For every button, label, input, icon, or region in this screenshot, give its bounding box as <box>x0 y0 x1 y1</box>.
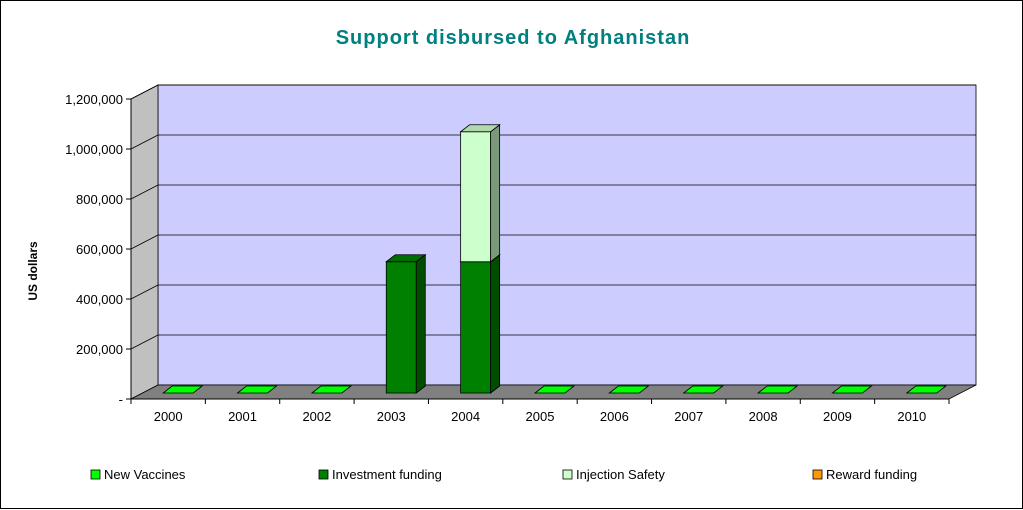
x-tick-label: 2004 <box>451 409 480 424</box>
x-tick-label: 2001 <box>228 409 257 424</box>
x-tick-label: 2010 <box>897 409 926 424</box>
bar <box>236 385 278 394</box>
legend-item: Reward funding <box>812 467 917 482</box>
y-tick-label: 1,200,000 <box>65 92 123 107</box>
legend-label: Reward funding <box>826 467 917 482</box>
bar <box>756 385 799 394</box>
bar-side <box>490 123 501 263</box>
bar-top <box>459 124 501 133</box>
chart-title: Support disbursed to Afghanistan <box>336 27 691 49</box>
legend-swatch <box>318 469 329 480</box>
x-tick-label: 2009 <box>823 409 852 424</box>
x-tick-label: 2005 <box>526 409 555 424</box>
bar-top <box>162 385 204 394</box>
legend-item: New Vaccines <box>90 467 186 482</box>
bar <box>533 385 576 394</box>
legend-label: New Vaccines <box>104 467 186 482</box>
y-axis-label: US dollars <box>26 241 40 301</box>
bar-top <box>310 385 353 394</box>
x-tick-label: 2008 <box>749 409 778 424</box>
bar <box>310 385 353 394</box>
bar <box>162 385 204 394</box>
bar <box>831 385 873 394</box>
bar-top <box>831 385 873 394</box>
y-tick-label: 1,000,000 <box>65 142 123 157</box>
x-tick-label: 2006 <box>600 409 629 424</box>
bar-front <box>460 261 492 394</box>
gridline-side <box>130 284 159 300</box>
bar-top <box>905 385 947 394</box>
plot-area: - 200,000 400,000 600,000 800,000 1,000,000 1,… <box>65 84 977 424</box>
gridline-side <box>130 134 159 150</box>
bar <box>459 253 501 394</box>
y-tick-label: - <box>119 392 123 407</box>
y-tick-label: 600,000 <box>76 242 123 257</box>
legend: New Vaccines Investment funding Injection … <box>90 467 917 482</box>
legend-label: Injection Safety <box>576 467 665 482</box>
bar-top <box>756 385 799 394</box>
x-tick-label: 2003 <box>377 409 406 424</box>
x-tick-label: 2000 <box>154 409 183 424</box>
bar-top <box>236 385 278 394</box>
bar-top <box>385 254 427 263</box>
y-tick-label: 800,000 <box>76 192 123 207</box>
bar-top <box>608 385 650 394</box>
legend-swatch <box>562 469 573 480</box>
legend-item: Injection Safety <box>562 467 665 482</box>
x-tick-label: 2007 <box>674 409 703 424</box>
bar-side <box>415 253 426 394</box>
legend-swatch <box>90 469 101 480</box>
bar-side <box>490 253 501 394</box>
bar-front <box>460 131 492 263</box>
bar <box>682 385 724 394</box>
y-tick-label: 400,000 <box>76 292 123 307</box>
gridline-side <box>130 184 159 200</box>
gridline-side <box>130 84 159 100</box>
legend-swatch <box>812 469 823 480</box>
legend-label: Investment funding <box>332 467 442 482</box>
legend-item: Investment funding <box>318 467 442 482</box>
bar <box>385 253 427 394</box>
y-tick-label: 200,000 <box>76 342 123 357</box>
gridline-side <box>130 234 159 250</box>
bar <box>459 123 501 263</box>
gridline-side <box>130 334 159 350</box>
bar-front <box>385 261 417 394</box>
bar-top <box>682 385 724 394</box>
bar-top <box>533 385 576 394</box>
bar <box>608 385 650 394</box>
bar <box>905 385 947 394</box>
x-tick-label: 2002 <box>302 409 331 424</box>
